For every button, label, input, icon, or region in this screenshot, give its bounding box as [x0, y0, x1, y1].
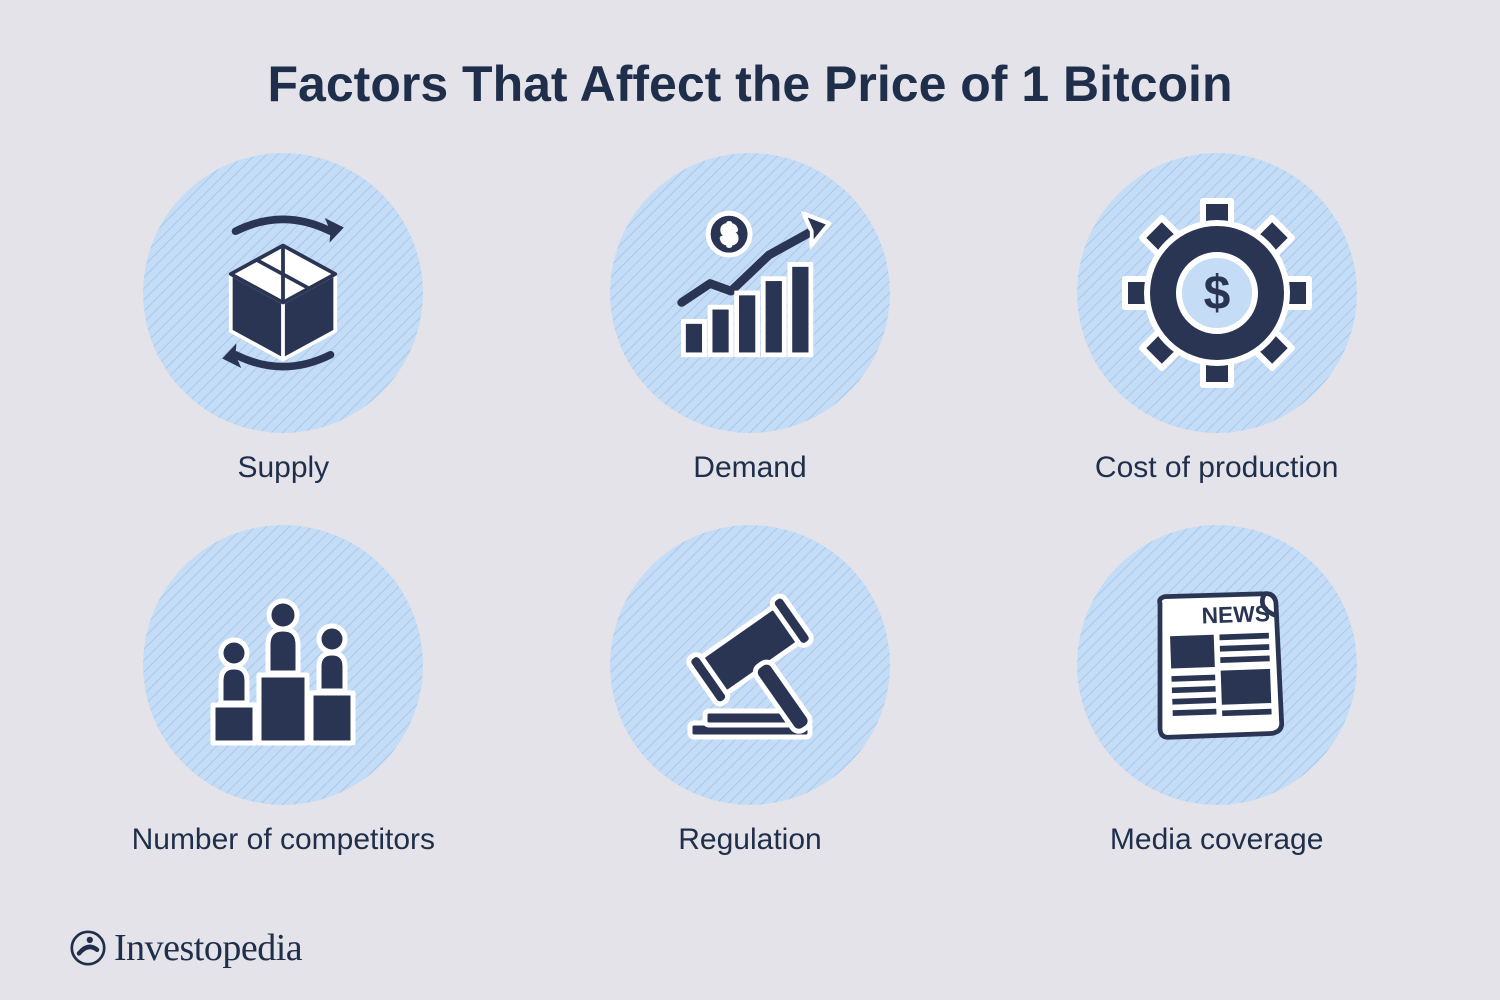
brand-logo: Investopedia [70, 926, 302, 970]
circle-bg: $ [610, 153, 890, 433]
factor-label: Demand [693, 451, 806, 485]
cost-icon: $ [1117, 193, 1317, 393]
demand-icon: $ [650, 193, 850, 393]
factor-cost: $ Cost of production [1077, 153, 1357, 485]
svg-text:NEWS: NEWS [1201, 600, 1270, 628]
circle-bg: $ [1077, 153, 1357, 433]
factor-label: Media coverage [1110, 823, 1323, 857]
factor-label: Number of competitors [132, 823, 435, 857]
circle-bg [143, 525, 423, 805]
factor-regulation: Regulation [610, 525, 890, 857]
svg-text:$: $ [1203, 267, 1230, 320]
circle-bg [143, 153, 423, 433]
competitors-icon [183, 565, 383, 765]
page-title: Factors That Affect the Price of 1 Bitco… [0, 0, 1500, 113]
regulation-icon [650, 565, 850, 765]
investopedia-icon [70, 930, 106, 966]
circle-bg [610, 525, 890, 805]
svg-text:$: $ [722, 220, 737, 250]
factor-label: Regulation [678, 823, 821, 857]
factor-label: Supply [237, 451, 329, 485]
brand-text: Investopedia [114, 926, 302, 970]
factor-demand: $ [610, 153, 890, 485]
circle-bg: NEWS [1077, 525, 1357, 805]
media-icon: NEWS [1117, 565, 1317, 765]
factor-label: Cost of production [1095, 451, 1338, 485]
factor-supply: Supply [143, 153, 423, 485]
supply-icon [183, 193, 383, 393]
factor-competitors: Number of competitors [132, 525, 435, 857]
factors-grid: Supply $ [90, 153, 1410, 857]
factor-media: NEWS Media coverage [1077, 525, 1357, 857]
